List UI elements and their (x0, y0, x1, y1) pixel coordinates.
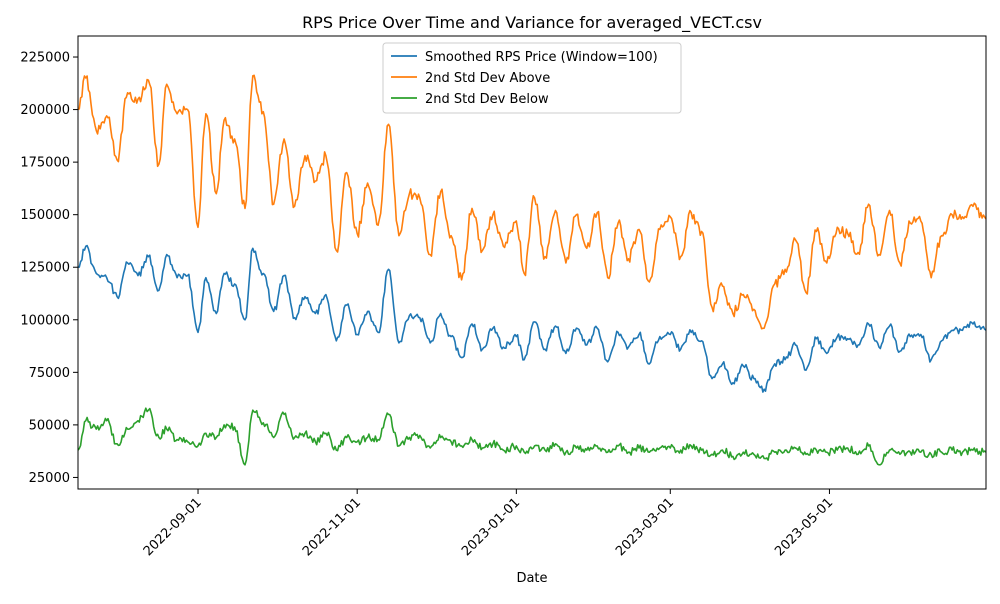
series-line-2 (77, 407, 987, 466)
y-tick-label: 75000 (29, 366, 70, 381)
legend-label-below: 2nd Std Dev Below (425, 92, 549, 107)
series-line-1 (77, 74, 987, 330)
legend-label-above: 2nd Std Dev Above (425, 71, 550, 86)
y-tick-label: 175000 (20, 156, 70, 171)
y-tick-label: 50000 (29, 418, 70, 433)
series-layer (77, 74, 987, 466)
chart-title: RPS Price Over Time and Variance for ave… (302, 13, 762, 33)
y-tick-label: 200000 (20, 103, 70, 118)
y-tick-label: 25000 (29, 471, 70, 486)
legend-label-smoothed: Smoothed RPS Price (Window=100) (425, 50, 658, 65)
y-tick-label: 150000 (20, 208, 70, 223)
y-tick-label: 225000 (20, 51, 70, 66)
x-axis-label: Date (516, 571, 547, 586)
series-line-0 (77, 244, 987, 393)
y-axis: 25000 50000 75000 100000 125000 150000 175000 2… (20, 51, 78, 486)
legend: Smoothed RPS Price (Window=100) 2nd Std … (382, 42, 682, 114)
plot-frame (77, 35, 987, 490)
legend-box (382, 42, 682, 114)
y-tick-label: 125000 (20, 261, 70, 276)
y-tick-label: 100000 (20, 313, 70, 328)
